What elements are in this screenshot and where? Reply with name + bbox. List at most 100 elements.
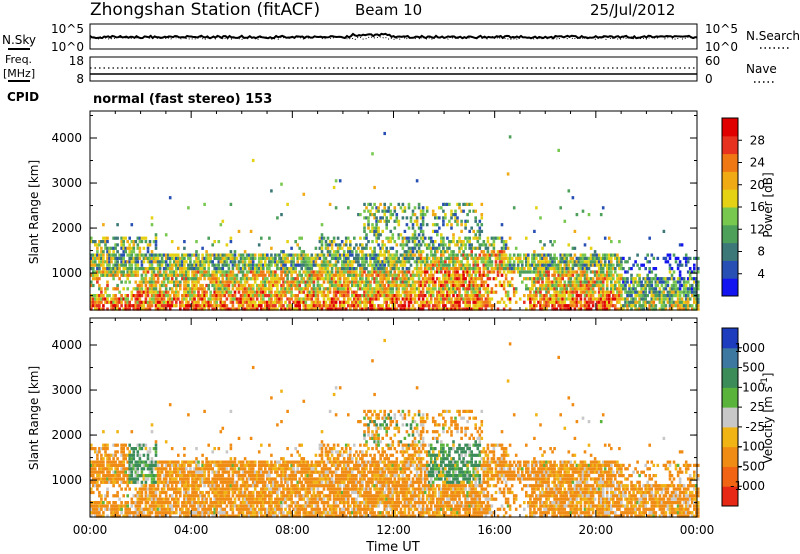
power-cell xyxy=(375,280,378,284)
power-cell xyxy=(403,304,407,308)
power-cell xyxy=(454,260,457,264)
velocity-cell xyxy=(112,511,115,515)
power-colorbar-label: Power [dB] xyxy=(761,172,775,237)
power-cell xyxy=(257,294,261,298)
power-cell xyxy=(444,287,447,291)
power-cell xyxy=(181,277,184,281)
power-cell xyxy=(219,304,223,308)
power-cell xyxy=(650,287,654,291)
power-cell xyxy=(620,277,623,281)
power-cell xyxy=(363,256,366,260)
power-cell xyxy=(395,297,399,301)
power-cell xyxy=(527,260,530,264)
power-cell xyxy=(336,277,340,281)
power-cell xyxy=(638,297,641,301)
power-cell xyxy=(300,277,303,281)
power-cell xyxy=(697,294,700,298)
power-cell xyxy=(581,256,585,260)
power-cell xyxy=(342,290,346,294)
power-cell xyxy=(672,294,676,298)
power-cell xyxy=(407,260,411,264)
velocity-cell xyxy=(134,474,138,478)
power-cell xyxy=(555,287,558,291)
power-cell xyxy=(531,277,534,281)
power-cell xyxy=(622,280,625,284)
power-cell xyxy=(593,250,597,254)
power-cell xyxy=(500,256,504,260)
velocity-cell xyxy=(106,477,109,481)
power-cell xyxy=(255,277,259,281)
power-cell xyxy=(152,280,156,284)
power-cell xyxy=(193,273,196,277)
velocity-cell xyxy=(106,443,109,447)
power-cell xyxy=(575,290,579,294)
power-cell xyxy=(442,277,445,281)
power-cell xyxy=(357,294,360,298)
power-cell xyxy=(140,304,144,308)
power-cell xyxy=(601,297,605,301)
power-cell xyxy=(298,283,301,288)
power-cell xyxy=(132,307,136,311)
power-cell xyxy=(409,294,413,298)
power-cell xyxy=(367,202,370,206)
power-cell xyxy=(349,273,352,277)
power-cell xyxy=(166,273,170,277)
power-cell xyxy=(166,304,170,308)
power-cell xyxy=(110,300,113,304)
power-cell xyxy=(138,297,142,301)
power-cell xyxy=(622,256,625,260)
power-cell xyxy=(126,304,129,308)
power-cell xyxy=(547,263,550,267)
power-cell xyxy=(431,287,435,291)
power-cell xyxy=(476,304,480,308)
power-cell xyxy=(593,263,597,267)
power-cell xyxy=(436,223,439,227)
power-cell xyxy=(375,216,378,220)
power-cell xyxy=(298,290,301,294)
power-cell xyxy=(427,243,431,247)
power-cell xyxy=(310,267,314,271)
power-cell xyxy=(595,280,599,284)
power-cell xyxy=(492,253,496,257)
power-cell xyxy=(221,300,225,304)
power-cell xyxy=(567,189,571,193)
power-cell xyxy=(359,297,362,301)
power-cell xyxy=(144,267,148,271)
power-cell xyxy=(575,300,579,304)
power-cell xyxy=(391,267,395,271)
power-cell xyxy=(90,297,93,301)
power-cell xyxy=(164,283,168,288)
velocity-cell xyxy=(136,490,140,495)
power-cell xyxy=(306,297,310,301)
power-cell xyxy=(605,277,609,281)
power-cell xyxy=(438,283,441,288)
power-cell xyxy=(298,256,301,260)
power-cell xyxy=(92,263,95,267)
power-cell xyxy=(320,304,324,308)
power-cell xyxy=(247,267,251,271)
power-cell xyxy=(644,283,647,288)
power-cell xyxy=(375,290,378,294)
power-cell xyxy=(583,283,587,288)
power-cell xyxy=(227,277,231,281)
power-cell xyxy=(618,280,621,284)
velocity-cell xyxy=(106,480,109,484)
power-cell xyxy=(304,263,308,267)
power-cell xyxy=(583,263,587,267)
power-cell xyxy=(458,206,461,210)
power-cell xyxy=(654,294,658,298)
power-cell xyxy=(436,250,439,254)
power-cell xyxy=(247,256,251,260)
power-cell xyxy=(559,253,562,257)
power-cell xyxy=(166,256,170,260)
power-cell xyxy=(116,287,119,291)
power-cell xyxy=(288,307,291,311)
power-cell xyxy=(626,307,629,311)
power-cell xyxy=(235,263,239,267)
power-cell xyxy=(581,260,585,264)
power-cell xyxy=(472,304,475,308)
power-cell xyxy=(496,307,500,311)
power-cell xyxy=(391,246,395,250)
power-cell xyxy=(535,294,538,298)
power-cell xyxy=(272,277,275,281)
